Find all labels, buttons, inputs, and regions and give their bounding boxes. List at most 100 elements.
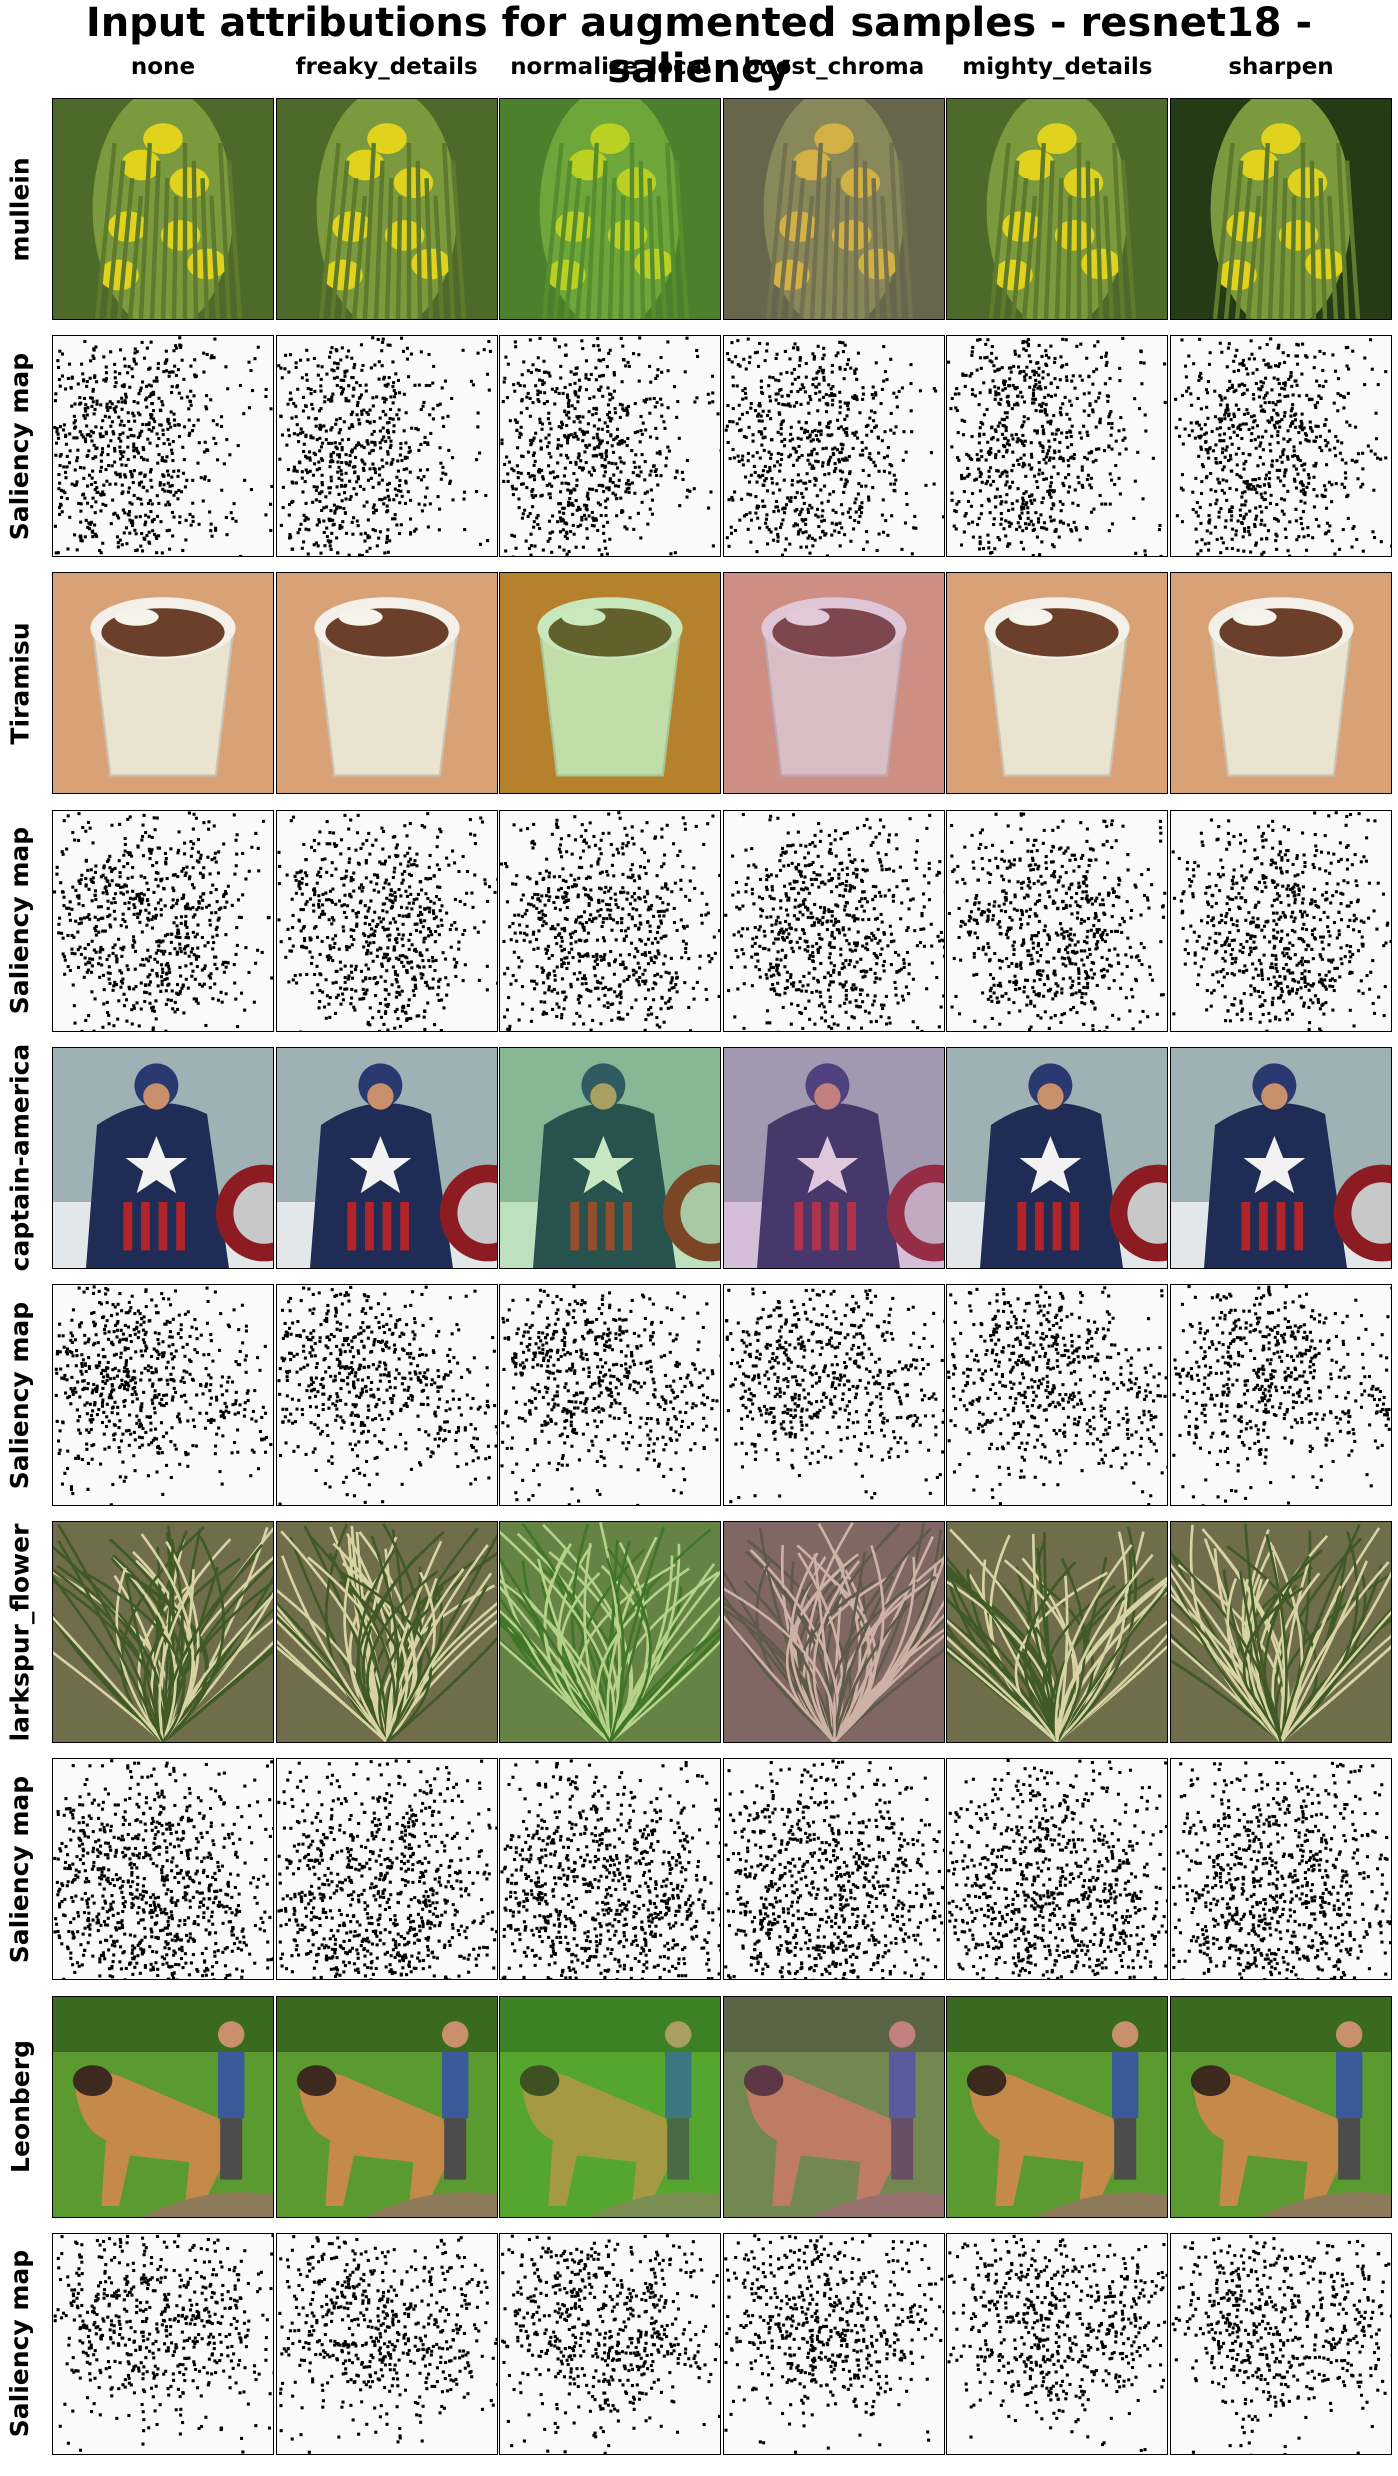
saliency-noise (948, 811, 1167, 1031)
augmented-image-grass-freaky-details (275, 1521, 498, 1744)
augmented-image-tiramisu-mighty-details (946, 572, 1169, 795)
saliency-map-mullein-none (52, 335, 274, 558)
saliency-noise (1171, 1761, 1391, 1980)
saliency-map-tiramisu-mighty-details (946, 809, 1169, 1032)
column-header-none: none (51, 52, 275, 82)
saliency-map-dog-boost-chroma (722, 2232, 945, 2455)
augmented-image-dog-sharpen (1170, 1995, 1392, 2218)
saliency-map-grass-sharpen (1170, 1758, 1392, 1981)
augment-tint (500, 1522, 721, 1743)
saliency-noise (1174, 337, 1391, 557)
saliency-noise (500, 1759, 721, 1980)
saliency-noise (947, 2234, 1168, 2452)
augment-tint (723, 99, 944, 319)
augmented-image-mullein-sharpen (1170, 98, 1392, 320)
row-label-text: Saliency map (6, 827, 35, 1014)
augmented-image-captain-normalize-local (499, 1046, 722, 1269)
row-label-text: Saliency map (6, 352, 35, 539)
saliency-map-captain-none (52, 1284, 274, 1506)
saliency-noise (276, 336, 492, 557)
augmented-image-dog-boost-chroma (722, 1995, 945, 2218)
saliency-noise (277, 1285, 497, 1505)
figure-title: Input attributions for augmented samples… (0, 0, 1398, 92)
saliency-noise (1171, 810, 1391, 1031)
row-label-text: Tiramisu (6, 622, 35, 744)
saliency-map-captain-sharpen (1170, 1284, 1392, 1506)
saliency-map-grass-mighty-details (946, 1758, 1169, 1981)
saliency-noise (500, 810, 721, 1031)
augmented-image-captain-boost-chroma (722, 1046, 945, 1269)
row-label-mullein: mullein (0, 98, 40, 320)
saliency-noise (53, 1759, 273, 1980)
row-label-saliency-map: Saliency map (0, 1284, 40, 1506)
saliency-noise (277, 2234, 497, 2454)
augment-tint (500, 1996, 721, 2217)
saliency-noise (724, 2233, 944, 2454)
augmented-image-tiramisu-normalize-local (499, 572, 722, 795)
row-label-saliency-map: Saliency map (0, 810, 40, 1032)
row-label-saliency-map: Saliency map (0, 1758, 40, 1980)
saliency-map-dog-mighty-details (946, 2232, 1169, 2455)
row-label-text: larkspur_flower (6, 1523, 35, 1741)
saliency-noise (724, 337, 944, 557)
augmented-image-dog-none (52, 1995, 274, 2218)
augmented-image-mullein-none (52, 98, 274, 320)
saliency-map-mullein-freaky-details (275, 335, 498, 558)
saliency-map-grass-freaky-details (275, 1758, 498, 1981)
row-label-captain-america: captain-america (0, 1044, 40, 1272)
saliency-noise (500, 336, 721, 557)
saliency-noise (53, 2233, 273, 2454)
saliency-noise (500, 1285, 721, 1505)
saliency-map-mullein-normalize-local (499, 335, 722, 558)
saliency-map-tiramisu-boost-chroma (722, 809, 945, 1032)
saliency-noise (724, 1759, 944, 1980)
augmented-image-tiramisu-sharpen (1170, 572, 1392, 795)
saliency-noise (947, 337, 1168, 557)
augment-tint (723, 1047, 944, 1268)
augmented-image-mullein-mighty-details (946, 98, 1169, 320)
saliency-noise (501, 2234, 721, 2454)
saliency-noise (724, 812, 944, 1031)
row-label-saliency-map: Saliency map (0, 2233, 40, 2455)
saliency-noise (1171, 2234, 1391, 2454)
augmented-image-dog-normalize-local (499, 1995, 722, 2218)
saliency-map-dog-normalize-local (499, 2232, 722, 2455)
row-label-text: Saliency map (6, 1301, 35, 1488)
augment-tint (500, 99, 721, 319)
augmented-image-tiramisu-freaky-details (275, 572, 498, 795)
augmented-image-captain-none (52, 1046, 274, 1269)
column-header-normalize-local: normalize_local (498, 52, 722, 82)
saliency-map-tiramisu-freaky-details (275, 809, 498, 1032)
augment-tint (723, 1996, 944, 2217)
saliency-noise (1172, 1285, 1391, 1505)
saliency-noise (276, 1759, 497, 1980)
row-label-text: Leonberg (6, 2040, 35, 2173)
augmented-image-tiramisu-boost-chroma (722, 572, 945, 795)
saliency-map-dog-freaky-details (275, 2232, 498, 2455)
saliency-noise (947, 1759, 1168, 1980)
augmented-image-grass-none (52, 1521, 274, 1744)
column-header-freaky-details: freaky_details (275, 52, 499, 82)
augmented-image-grass-sharpen (1170, 1521, 1392, 1744)
augmented-image-captain-mighty-details (946, 1046, 1169, 1269)
augmented-image-captain-sharpen (1170, 1046, 1392, 1269)
augment-tint (500, 1047, 721, 1268)
row-label-text: mullein (6, 157, 35, 261)
augment-tint (500, 573, 721, 794)
column-header-boost-chroma: boost_chroma (722, 52, 946, 82)
saliency-map-dog-sharpen (1170, 2232, 1392, 2455)
augmented-image-dog-mighty-details (946, 1995, 1169, 2218)
saliency-map-captain-normalize-local (499, 1284, 722, 1506)
augmented-image-tiramisu-none (52, 572, 274, 795)
augmented-image-grass-normalize-local (499, 1521, 722, 1744)
saliency-map-dog-none (52, 2232, 274, 2455)
augment-tint (723, 573, 944, 794)
row-label-text: captain-america (6, 1044, 35, 1272)
row-label-saliency-map: Saliency map (0, 335, 40, 557)
row-label-tiramisu: Tiramisu (0, 572, 40, 794)
saliency-noise (724, 1287, 944, 1504)
row-label-leonberg: Leonberg (0, 1996, 40, 2218)
augment-tint (723, 1522, 944, 1743)
augmented-image-captain-freaky-details (275, 1046, 498, 1269)
augmented-image-dog-freaky-details (275, 1995, 498, 2218)
